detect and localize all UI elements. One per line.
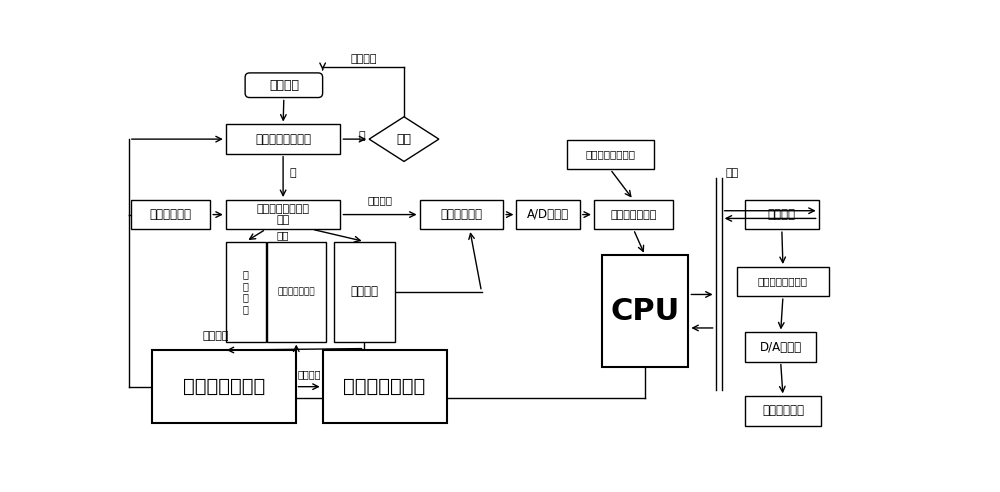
Text: 指令传输子系统: 指令传输子系统 <box>344 377 426 396</box>
Text: 输出接口: 输出接口 <box>768 208 796 221</box>
Text: A/D转换器: A/D转换器 <box>527 208 569 221</box>
Text: CPU: CPU <box>610 297 680 326</box>
Text: 确认: 确认 <box>277 230 289 241</box>
Polygon shape <box>369 117 439 161</box>
Text: 是: 是 <box>289 168 296 178</box>
FancyBboxPatch shape <box>737 267 829 296</box>
Text: 否: 否 <box>359 131 365 141</box>
Text: 发送请求: 发送请求 <box>269 79 299 92</box>
Text: 可调度总量量值: 可调度总量量值 <box>277 287 315 296</box>
FancyBboxPatch shape <box>267 242 326 341</box>
Text: 二次模拟: 二次模拟 <box>350 285 378 298</box>
Text: 频率、数据比对: 频率、数据比对 <box>610 210 657 219</box>
Text: 输入所需调度总量
确认: 输入所需调度总量 确认 <box>257 204 310 225</box>
FancyBboxPatch shape <box>226 242 266 341</box>
FancyBboxPatch shape <box>594 200 673 229</box>
FancyBboxPatch shape <box>745 333 816 362</box>
FancyBboxPatch shape <box>323 350 447 423</box>
FancyBboxPatch shape <box>152 350 296 423</box>
Text: 协同指挥子系统: 协同指挥子系统 <box>183 377 265 396</box>
FancyBboxPatch shape <box>420 200 503 229</box>
Text: 覆盖标准转换模板: 覆盖标准转换模板 <box>585 150 635 159</box>
Text: 最终确认: 最终确认 <box>297 369 321 379</box>
Text: 覆盖标准传输路线: 覆盖标准传输路线 <box>758 277 808 286</box>
FancyBboxPatch shape <box>745 200 819 229</box>
Text: 调整总量数值: 调整总量数值 <box>150 208 192 221</box>
FancyBboxPatch shape <box>567 140 654 169</box>
FancyBboxPatch shape <box>226 124 340 154</box>
FancyBboxPatch shape <box>226 200 340 229</box>
Text: 影
响
计
划: 影 响 计 划 <box>243 269 249 314</box>
FancyBboxPatch shape <box>131 200 210 229</box>
FancyBboxPatch shape <box>745 396 821 426</box>
Text: 数据测算: 数据测算 <box>367 195 392 205</box>
FancyBboxPatch shape <box>245 73 323 97</box>
FancyBboxPatch shape <box>602 255 688 367</box>
FancyBboxPatch shape <box>516 200 580 229</box>
Text: 总线: 总线 <box>726 168 739 178</box>
Text: 输入初始数值: 输入初始数值 <box>440 208 482 221</box>
Text: 总量不足: 总量不足 <box>202 331 229 341</box>
Text: 等待: 等待 <box>396 133 412 146</box>
Text: 通信通道是否空闲: 通信通道是否空闲 <box>255 133 311 146</box>
Text: 转换实际电力: 转换实际电力 <box>762 404 804 417</box>
Text: 重新发送: 重新发送 <box>350 55 377 64</box>
FancyBboxPatch shape <box>334 242 395 341</box>
Text: D/A转换器: D/A转换器 <box>760 340 802 354</box>
